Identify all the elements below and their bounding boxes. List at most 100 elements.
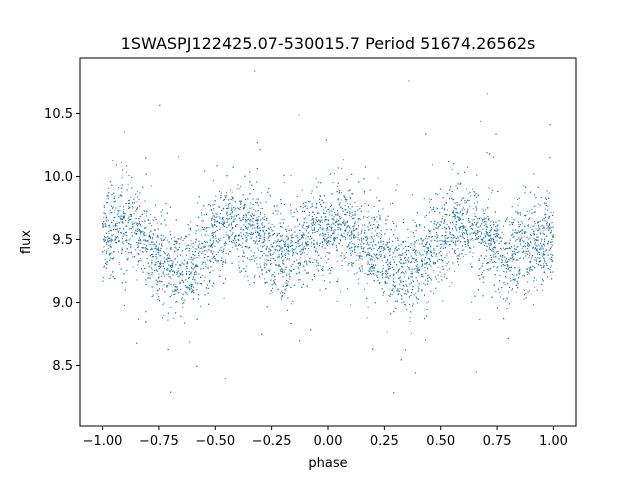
data-point [136, 207, 138, 209]
data-point [140, 258, 142, 260]
data-point [328, 208, 330, 210]
data-point [380, 236, 382, 238]
data-point [269, 293, 271, 295]
data-point [402, 284, 404, 286]
data-point [262, 226, 264, 228]
data-point [444, 209, 446, 211]
data-point [298, 242, 300, 244]
data-point [287, 252, 289, 254]
data-point [213, 233, 215, 235]
data-point [186, 267, 188, 269]
data-point [344, 236, 346, 238]
data-point [427, 257, 429, 259]
data-point [480, 267, 482, 269]
data-point [297, 243, 299, 245]
data-point [366, 283, 368, 285]
data-point [381, 234, 383, 236]
data-point [386, 229, 388, 231]
data-point [543, 265, 545, 267]
data-point [261, 246, 263, 248]
data-point [525, 214, 527, 216]
data-point [361, 239, 363, 241]
data-point [525, 253, 527, 255]
data-point [427, 278, 428, 280]
data-point [451, 199, 453, 201]
data-point [158, 273, 160, 275]
data-point [528, 290, 530, 292]
data-point [359, 218, 361, 220]
data-point [291, 241, 293, 243]
data-point [256, 217, 258, 219]
data-point [180, 238, 182, 240]
data-point [495, 253, 497, 255]
data-point [504, 259, 506, 261]
data-point [151, 248, 153, 250]
data-point [472, 239, 474, 241]
data-point [347, 270, 349, 272]
data-point [386, 271, 388, 273]
data-point [483, 221, 485, 223]
data-point [367, 211, 369, 213]
data-point [457, 254, 459, 256]
data-point [286, 259, 288, 261]
data-point [192, 253, 194, 255]
data-point [275, 241, 277, 243]
data-point [340, 234, 342, 236]
data-point [171, 290, 173, 292]
data-point [326, 210, 328, 212]
data-point [447, 209, 449, 211]
data-point [482, 208, 484, 210]
data-point [445, 202, 447, 204]
data-point [423, 229, 425, 231]
data-point [199, 247, 201, 249]
data-point [242, 207, 244, 209]
data-point [329, 241, 331, 243]
data-point [279, 240, 281, 242]
data-point [392, 221, 394, 223]
data-point [231, 233, 233, 235]
data-points [102, 70, 554, 394]
data-point [513, 250, 515, 252]
data-point [140, 225, 142, 227]
data-point [511, 255, 513, 257]
data-point [347, 232, 349, 234]
data-point [118, 262, 120, 264]
data-point [400, 244, 402, 246]
data-point [102, 277, 104, 279]
data-point [542, 265, 544, 267]
data-point [392, 293, 394, 295]
data-point [279, 213, 281, 215]
data-point [121, 247, 123, 249]
data-point [106, 243, 108, 245]
data-point [306, 245, 308, 247]
data-point [126, 235, 128, 236]
data-point [410, 246, 412, 248]
data-point [534, 256, 536, 258]
data-point [335, 244, 337, 246]
data-point [320, 233, 322, 235]
data-point [369, 264, 371, 266]
data-point [327, 208, 329, 210]
data-point [311, 228, 313, 230]
data-point [168, 270, 170, 272]
data-point [111, 234, 113, 236]
data-point [536, 222, 538, 224]
data-point [527, 211, 528, 213]
data-point [130, 246, 132, 248]
data-point [291, 240, 293, 242]
data-point [536, 263, 538, 264]
data-point [518, 267, 520, 269]
data-point [216, 254, 218, 256]
data-point [257, 222, 259, 224]
data-point [253, 209, 255, 211]
data-point [246, 227, 248, 229]
data-point [195, 272, 197, 274]
data-point [374, 244, 376, 246]
data-point [136, 201, 138, 203]
data-point [472, 256, 474, 258]
data-point [396, 301, 398, 303]
data-point [103, 239, 105, 241]
data-point [396, 184, 398, 186]
data-point [174, 283, 176, 285]
data-point [255, 210, 257, 212]
